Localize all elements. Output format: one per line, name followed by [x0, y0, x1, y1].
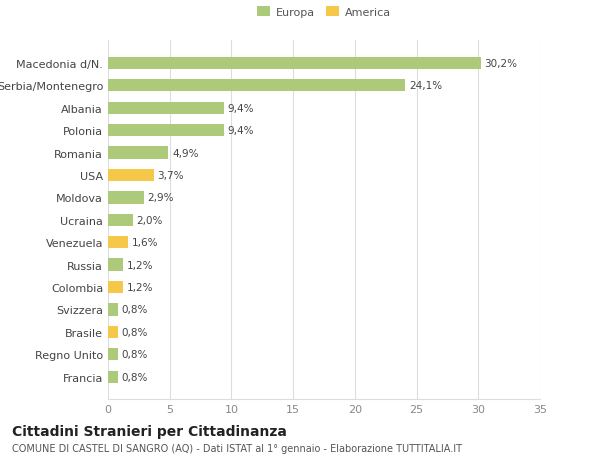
Bar: [108, 125, 224, 137]
Bar: [108, 147, 169, 159]
Text: 9,4%: 9,4%: [228, 126, 254, 136]
Bar: [108, 304, 118, 316]
Text: 30,2%: 30,2%: [484, 59, 517, 69]
Text: 2,9%: 2,9%: [148, 193, 174, 203]
Text: 0,8%: 0,8%: [122, 372, 148, 382]
Bar: [108, 80, 406, 92]
Bar: [108, 326, 118, 338]
Text: 3,7%: 3,7%: [157, 171, 184, 180]
Bar: [108, 259, 123, 271]
Text: 1,6%: 1,6%: [131, 238, 158, 248]
Bar: [108, 57, 481, 70]
Text: 24,1%: 24,1%: [409, 81, 442, 91]
Text: 4,9%: 4,9%: [172, 148, 199, 158]
Bar: [108, 236, 128, 249]
Text: 1,2%: 1,2%: [127, 260, 153, 270]
Text: 1,2%: 1,2%: [127, 282, 153, 292]
Bar: [108, 348, 118, 361]
Text: 0,8%: 0,8%: [122, 350, 148, 359]
Legend: Europa, America: Europa, America: [254, 4, 394, 21]
Text: 9,4%: 9,4%: [228, 103, 254, 113]
Text: COMUNE DI CASTEL DI SANGRO (AQ) - Dati ISTAT al 1° gennaio - Elaborazione TUTTIT: COMUNE DI CASTEL DI SANGRO (AQ) - Dati I…: [12, 443, 462, 453]
Text: Cittadini Stranieri per Cittadinanza: Cittadini Stranieri per Cittadinanza: [12, 425, 287, 438]
Bar: [108, 214, 133, 226]
Text: 0,8%: 0,8%: [122, 327, 148, 337]
Bar: [108, 102, 224, 115]
Text: 2,0%: 2,0%: [136, 215, 163, 225]
Text: 0,8%: 0,8%: [122, 305, 148, 315]
Bar: [108, 169, 154, 182]
Bar: [108, 192, 144, 204]
Bar: [108, 371, 118, 383]
Bar: [108, 281, 123, 294]
